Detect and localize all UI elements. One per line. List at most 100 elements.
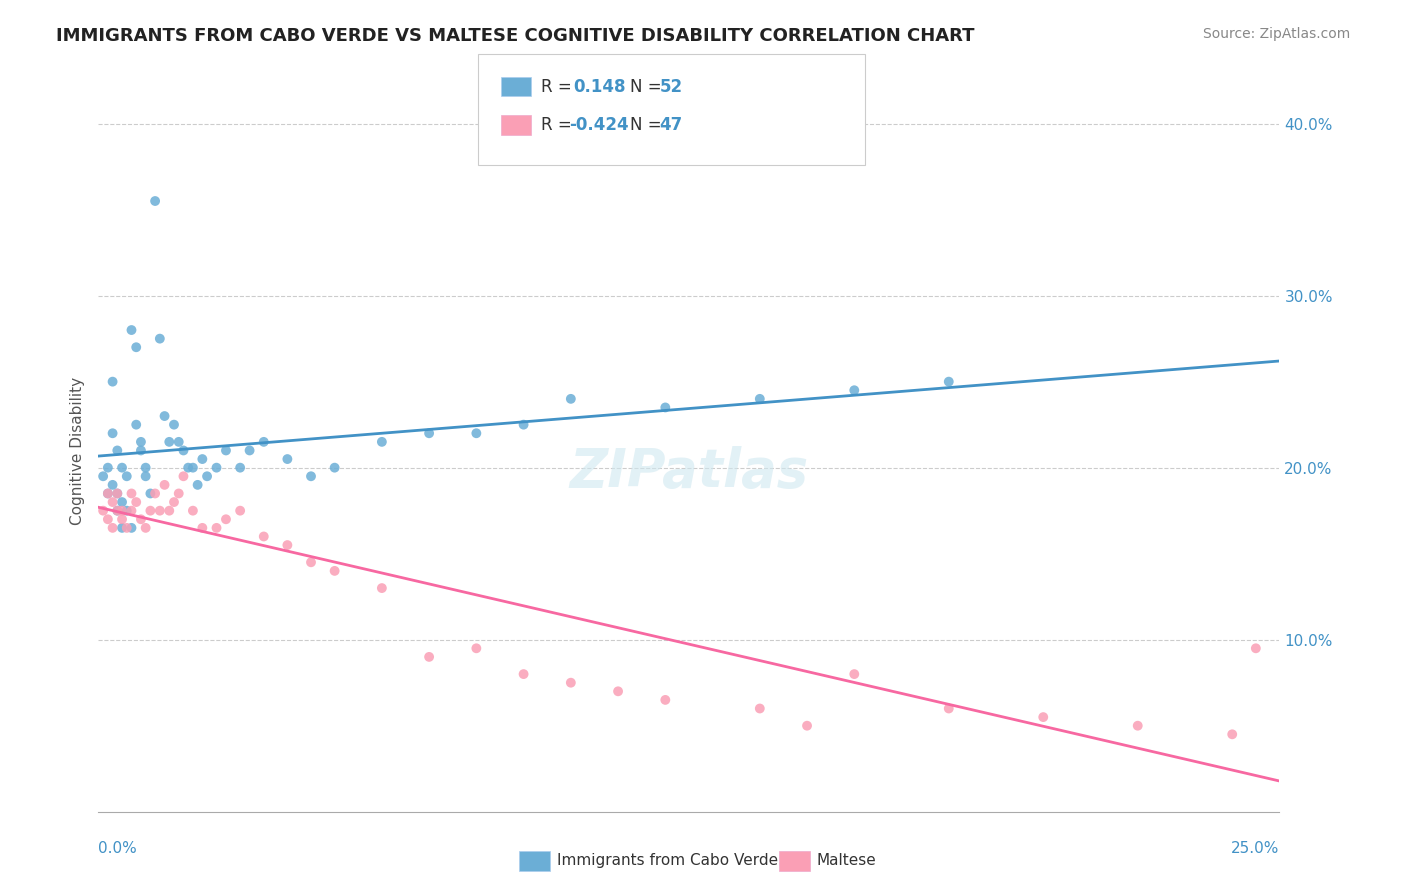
Point [205, 521, 228, 535]
Point [796, 719, 818, 733]
Text: 0.148: 0.148 [574, 78, 626, 95]
Text: Source: ZipAtlas.com: Source: ZipAtlas.com [1202, 27, 1350, 41]
Point [654, 693, 676, 707]
Point [111, 460, 134, 475]
Point [129, 434, 152, 449]
Point [844, 667, 866, 681]
Point [115, 469, 138, 483]
Point [172, 469, 194, 483]
Point [111, 521, 134, 535]
Point [167, 434, 190, 449]
Point [157, 434, 180, 449]
Point [323, 564, 346, 578]
Point [115, 503, 138, 517]
Point [465, 641, 488, 656]
Point [101, 375, 124, 389]
Text: Immigrants from Cabo Verde: Immigrants from Cabo Verde [557, 854, 778, 868]
Point [153, 409, 176, 423]
Point [115, 521, 138, 535]
Point [371, 434, 394, 449]
Point [105, 486, 128, 500]
Point [135, 521, 157, 535]
Point [187, 478, 209, 492]
Point [371, 581, 394, 595]
Point [205, 460, 228, 475]
Point [181, 503, 204, 517]
Point [215, 443, 238, 458]
Point [512, 667, 534, 681]
Point [1032, 710, 1054, 724]
Point [253, 529, 276, 543]
Point [97, 460, 120, 475]
Text: -0.424: -0.424 [569, 116, 628, 134]
Point [135, 460, 157, 475]
Text: ZIPatlas: ZIPatlas [569, 446, 808, 498]
Point [938, 375, 960, 389]
Point [195, 469, 218, 483]
Point [143, 194, 166, 208]
Point [163, 417, 186, 432]
Point [97, 512, 120, 526]
Text: 52: 52 [659, 78, 682, 95]
Point [157, 503, 180, 517]
Point [149, 503, 172, 517]
Point [153, 478, 176, 492]
Point [191, 452, 214, 467]
Point [97, 486, 120, 500]
Point [1244, 641, 1267, 656]
Text: N =: N = [630, 78, 666, 95]
Point [125, 340, 148, 354]
Point [101, 495, 124, 509]
Point [101, 478, 124, 492]
Text: 47: 47 [659, 116, 683, 134]
Text: R =: R = [541, 116, 578, 134]
Point [111, 495, 134, 509]
Point [125, 417, 148, 432]
Point [129, 512, 152, 526]
Point [299, 469, 322, 483]
Point [181, 460, 204, 475]
Point [125, 495, 148, 509]
Point [143, 486, 166, 500]
Point [177, 460, 200, 475]
Point [191, 521, 214, 535]
Point [121, 503, 143, 517]
Point [101, 521, 124, 535]
Point [418, 649, 440, 664]
Point [101, 426, 124, 441]
Point [229, 503, 252, 517]
Point [1220, 727, 1243, 741]
Point [323, 460, 346, 475]
Point [105, 503, 128, 517]
Point [253, 434, 276, 449]
Point [121, 521, 143, 535]
Point [1126, 719, 1149, 733]
Point [465, 426, 488, 441]
Point [139, 503, 162, 517]
Point [91, 469, 114, 483]
Point [239, 443, 262, 458]
Point [418, 426, 440, 441]
Point [748, 701, 770, 715]
Point [938, 701, 960, 715]
Text: IMMIGRANTS FROM CABO VERDE VS MALTESE COGNITIVE DISABILITY CORRELATION CHART: IMMIGRANTS FROM CABO VERDE VS MALTESE CO… [56, 27, 974, 45]
Text: 25.0%: 25.0% [1232, 840, 1279, 855]
Point [129, 443, 152, 458]
Point [560, 675, 582, 690]
Point [229, 460, 252, 475]
Y-axis label: Cognitive Disability: Cognitive Disability [69, 376, 84, 524]
Text: Maltese: Maltese [817, 854, 876, 868]
Point [121, 486, 143, 500]
Text: 0.0%: 0.0% [98, 840, 138, 855]
Point [105, 443, 128, 458]
Point [135, 469, 157, 483]
Point [139, 486, 162, 500]
Point [111, 503, 134, 517]
Point [512, 417, 534, 432]
Point [844, 384, 866, 398]
Point [172, 443, 194, 458]
Point [97, 486, 120, 500]
Point [299, 555, 322, 569]
Text: R =: R = [541, 78, 578, 95]
Point [748, 392, 770, 406]
